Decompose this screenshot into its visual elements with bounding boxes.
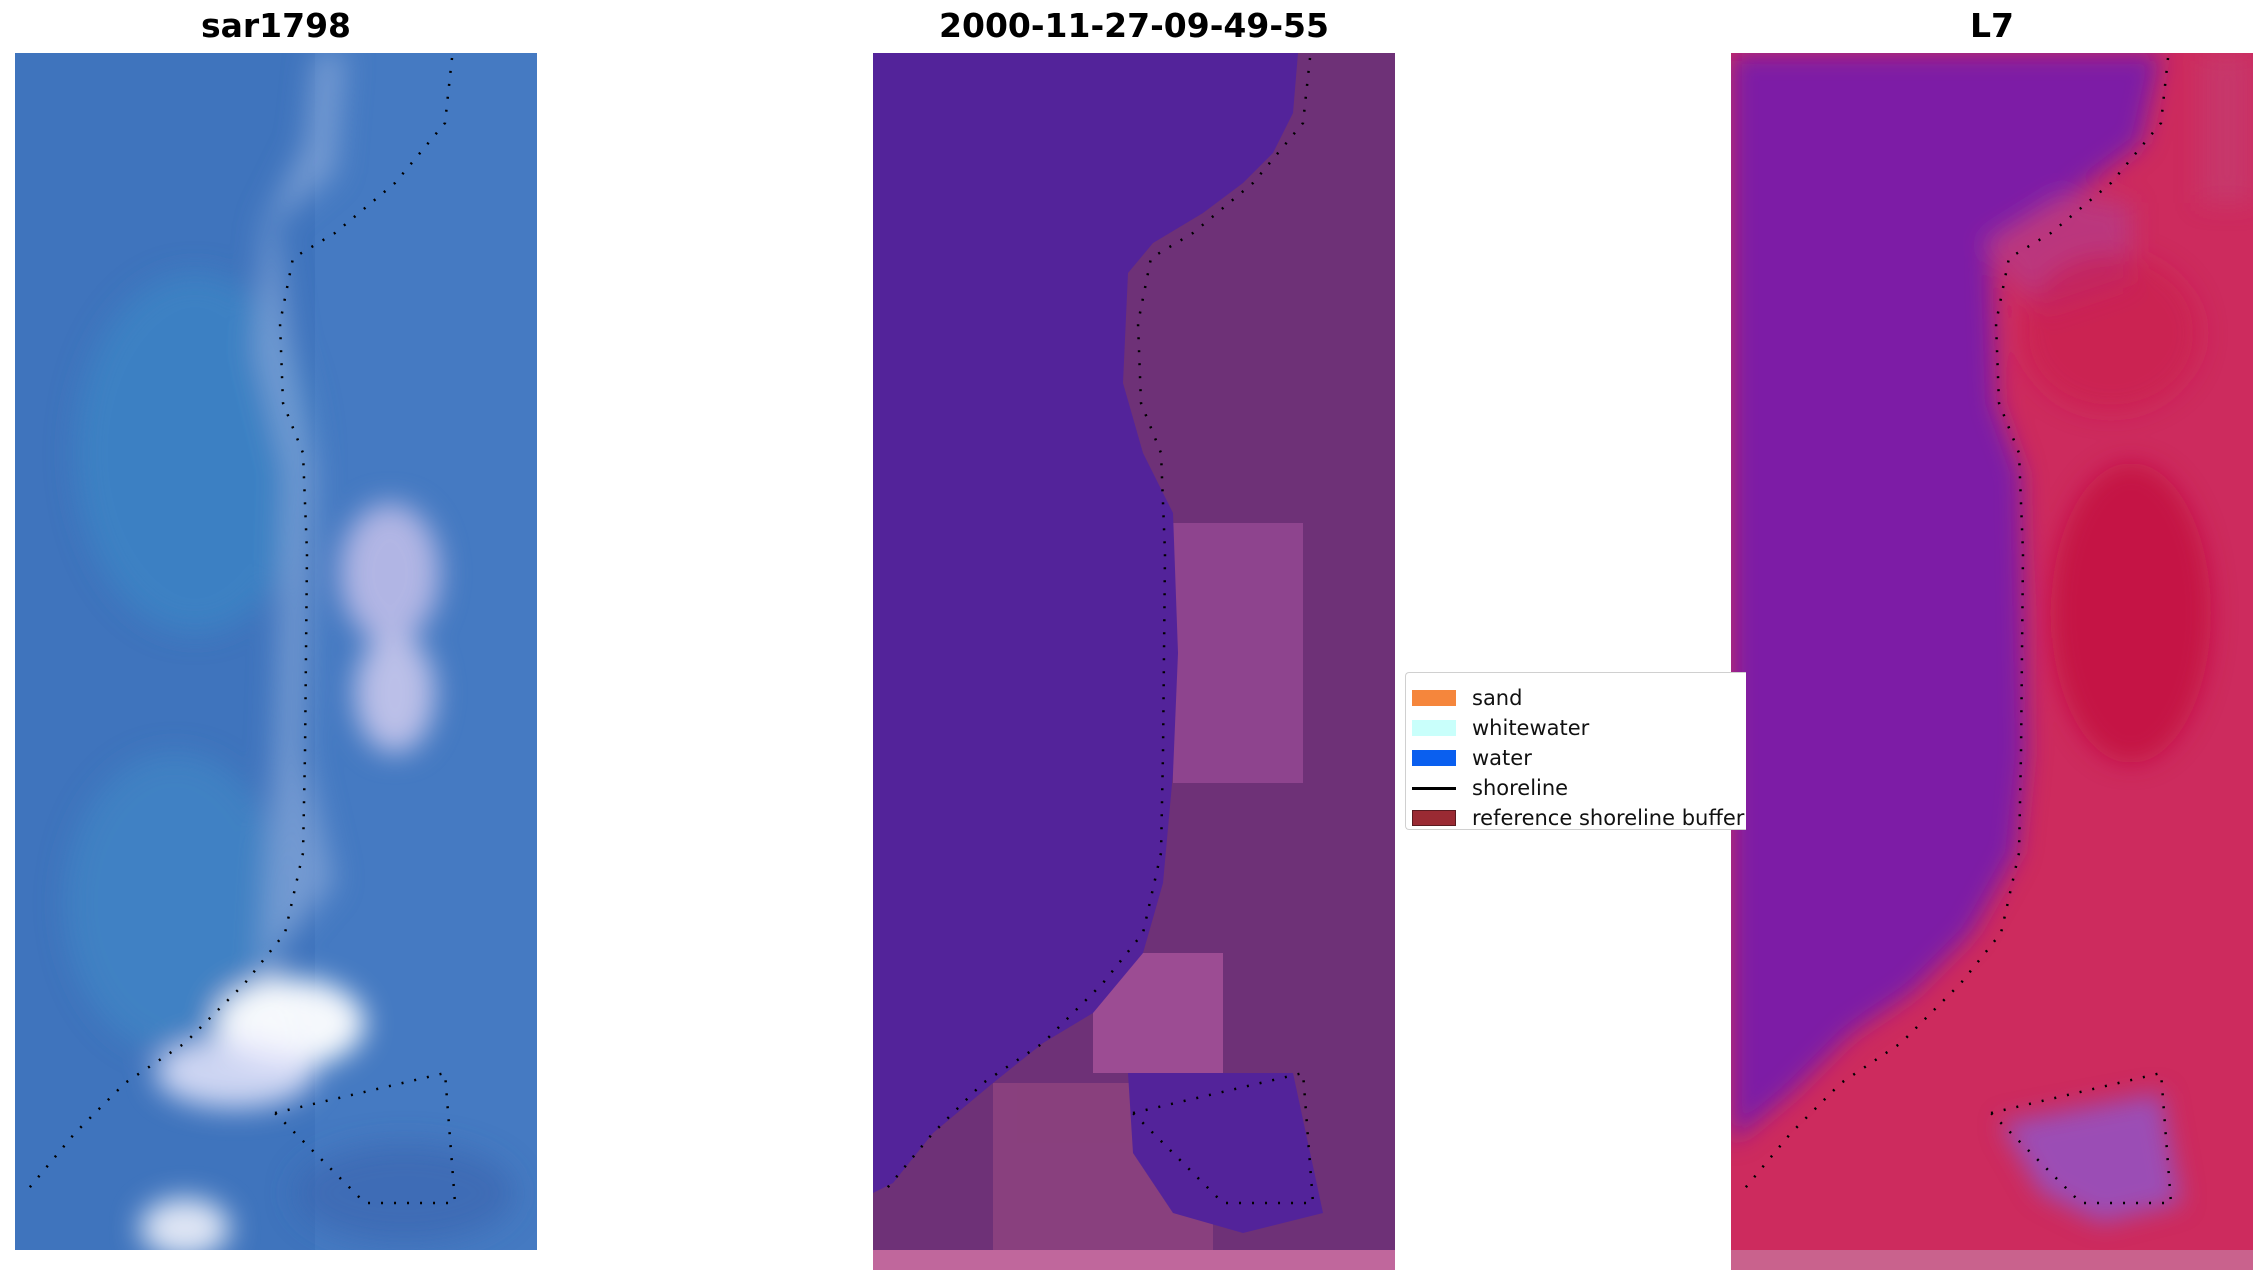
legend-label-reference-buffer: reference shoreline buffer: [1472, 806, 1745, 830]
index-image-panel: [1731, 53, 2253, 1270]
legend: sand whitewater water shoreline referenc…: [1405, 672, 1746, 830]
legend-label-shoreline: shoreline: [1472, 776, 1569, 800]
water-swatch: [1412, 750, 1456, 766]
legend-item-sand: sand: [1412, 683, 1522, 713]
shoreline-index: [1740, 57, 2170, 1194]
classified-image: [873, 53, 1395, 1270]
legend-item-shoreline: shoreline: [1412, 773, 1568, 803]
shoreline-swatch: [1412, 786, 1456, 790]
shoreline-rgb: [24, 57, 454, 1194]
sand-swatch: [1412, 690, 1456, 706]
whitewater-swatch: [1412, 720, 1456, 736]
legend-label-whitewater: whitewater: [1472, 716, 1590, 740]
legend-label-sand: sand: [1472, 686, 1523, 710]
panel-title-rgb: sar1798: [200, 6, 352, 45]
panel-title-index: L7: [1970, 6, 2014, 45]
water-region: [873, 53, 1298, 1193]
legend-item-water: water: [1412, 743, 1532, 773]
legend-item-whitewater: whitewater: [1412, 713, 1589, 743]
shoreline-classified: [882, 57, 1312, 1194]
reference-buffer-swatch: [1412, 810, 1456, 826]
panel-title-classified: 2000-11-27-09-49-55: [939, 6, 1329, 45]
classified-image-panel: [873, 53, 1395, 1270]
index-image: [1731, 53, 2253, 1270]
legend-label-water: water: [1472, 746, 1532, 770]
rgb-image-panel: [15, 53, 537, 1250]
legend-item-reference-buffer: reference shoreline buffer: [1412, 803, 1745, 830]
rgb-image: [15, 53, 537, 1250]
